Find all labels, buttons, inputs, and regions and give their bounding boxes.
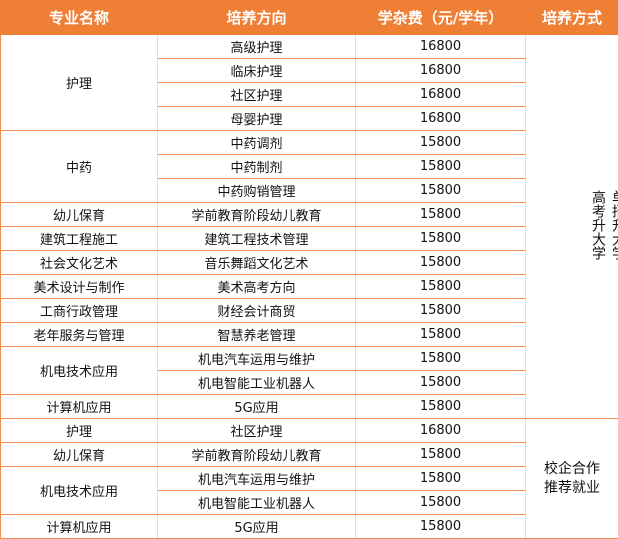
training-mode-text: 高考升大学单招升大学 [526,190,618,260]
training-mode: 校企合作推荐就业 [526,419,618,539]
header-major: 专业名称 [1,1,158,35]
fee-value: 16800 [356,419,526,443]
fee-value: 16800 [356,35,526,59]
fee-value: 15800 [356,203,526,227]
major-name: 幼儿保育 [1,203,158,227]
training-mode-text: 校企合作推荐就业 [526,460,618,498]
fee-value: 15800 [356,347,526,371]
direction-name: 机电汽车运用与维护 [158,347,356,371]
fee-value: 15800 [356,299,526,323]
major-name: 美术设计与制作 [1,275,158,299]
direction-name: 音乐舞蹈文化艺术 [158,251,356,275]
header-direction: 培养方向 [158,1,356,35]
fee-value: 16800 [356,107,526,131]
direction-name: 高级护理 [158,35,356,59]
fee-value: 15800 [356,371,526,395]
direction-name: 机电智能工业机器人 [158,371,356,395]
direction-name: 中药调剂 [158,131,356,155]
fee-value: 15800 [356,275,526,299]
major-name: 中药 [1,131,158,203]
fee-value: 15800 [356,395,526,419]
fee-value: 16800 [356,83,526,107]
major-name: 社会文化艺术 [1,251,158,275]
direction-name: 学前教育阶段幼儿教育 [158,443,356,467]
fee-value: 15800 [356,467,526,491]
major-name: 老年服务与管理 [1,323,158,347]
direction-name: 机电汽车运用与维护 [158,467,356,491]
fee-value: 15800 [356,155,526,179]
fee-value: 15800 [356,515,526,539]
major-name: 建筑工程施工 [1,227,158,251]
direction-name: 美术高考方向 [158,275,356,299]
direction-name: 社区护理 [158,419,356,443]
direction-name: 财经会计商贸 [158,299,356,323]
fee-value: 15800 [356,179,526,203]
fee-value: 15800 [356,227,526,251]
training-mode-column: 高考升大学 [590,190,606,260]
header-fee: 学杂费（元/学年） [356,1,526,35]
fee-value: 15800 [356,251,526,275]
major-name: 机电技术应用 [1,467,158,515]
direction-name: 社区护理 [158,83,356,107]
training-mode-line: 推荐就业 [526,479,618,498]
direction-name: 5G应用 [158,395,356,419]
direction-name: 5G应用 [158,515,356,539]
training-mode: 高考升大学单招升大学 [526,35,618,419]
major-name: 计算机应用 [1,515,158,539]
training-mode-column: 单招升大学 [610,190,618,260]
training-mode-line: 校企合作 [526,460,618,479]
major-name: 计算机应用 [1,395,158,419]
fee-value: 15800 [356,323,526,347]
direction-name: 学前教育阶段幼儿教育 [158,203,356,227]
fee-value: 16800 [356,59,526,83]
major-name: 幼儿保育 [1,443,158,467]
major-name: 护理 [1,419,158,443]
direction-name: 中药购销管理 [158,179,356,203]
fee-value: 15800 [356,443,526,467]
direction-name: 建筑工程技术管理 [158,227,356,251]
major-name: 护理 [1,35,158,131]
direction-name: 临床护理 [158,59,356,83]
major-name: 工商行政管理 [1,299,158,323]
direction-name: 母婴护理 [158,107,356,131]
header-mode: 培养方式 [526,1,618,35]
direction-name: 智慧养老管理 [158,323,356,347]
fee-value: 15800 [356,491,526,515]
major-name: 机电技术应用 [1,347,158,395]
header-row: 专业名称 培养方向 学杂费（元/学年） 培养方式 [1,1,618,35]
direction-name: 机电智能工业机器人 [158,491,356,515]
fee-value: 15800 [356,131,526,155]
direction-name: 中药制剂 [158,155,356,179]
